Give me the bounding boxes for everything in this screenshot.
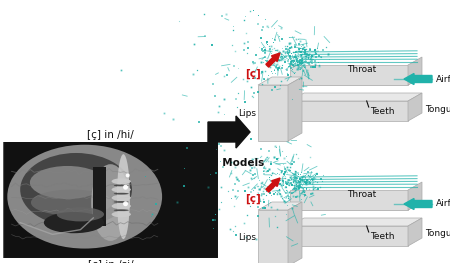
Polygon shape <box>290 226 408 246</box>
Text: Lips: Lips <box>238 109 256 118</box>
Ellipse shape <box>30 166 105 199</box>
Ellipse shape <box>112 195 131 201</box>
Bar <box>3 140 218 258</box>
Ellipse shape <box>57 77 104 92</box>
Polygon shape <box>290 77 422 85</box>
Ellipse shape <box>44 82 104 103</box>
Bar <box>3 10 218 128</box>
Bar <box>3 128 218 142</box>
Text: Oral Models: Oral Models <box>194 158 264 168</box>
Ellipse shape <box>114 71 129 73</box>
Text: [ç]: [ç] <box>246 194 261 204</box>
FancyArrow shape <box>266 178 280 192</box>
Ellipse shape <box>126 43 130 47</box>
Ellipse shape <box>114 54 129 56</box>
Ellipse shape <box>7 15 162 119</box>
Ellipse shape <box>112 65 131 71</box>
Polygon shape <box>290 65 408 85</box>
FancyArrow shape <box>208 116 250 148</box>
Ellipse shape <box>123 71 128 76</box>
Polygon shape <box>408 218 422 246</box>
Ellipse shape <box>30 36 105 69</box>
Polygon shape <box>288 77 302 141</box>
FancyArrow shape <box>404 73 432 84</box>
Polygon shape <box>290 101 408 121</box>
Ellipse shape <box>20 153 132 226</box>
Polygon shape <box>258 202 302 210</box>
Polygon shape <box>290 93 422 101</box>
Ellipse shape <box>114 201 129 203</box>
Polygon shape <box>288 202 302 263</box>
FancyArrow shape <box>266 53 280 67</box>
Polygon shape <box>290 218 422 226</box>
Ellipse shape <box>112 81 131 87</box>
Ellipse shape <box>114 209 129 211</box>
Ellipse shape <box>123 185 128 190</box>
Text: Throat: Throat <box>347 65 377 74</box>
Ellipse shape <box>114 193 129 195</box>
Text: Airflow: Airflow <box>436 74 450 83</box>
Text: Lips: Lips <box>238 234 256 242</box>
Bar <box>93 37 106 96</box>
Ellipse shape <box>112 178 131 184</box>
Ellipse shape <box>123 201 128 206</box>
Ellipse shape <box>112 48 131 54</box>
Text: Airflow: Airflow <box>436 200 450 209</box>
Ellipse shape <box>112 73 131 79</box>
Ellipse shape <box>114 79 129 81</box>
Bar <box>93 167 106 226</box>
Polygon shape <box>408 57 422 85</box>
Text: Throat: Throat <box>347 190 377 199</box>
Text: [ç]: [ç] <box>246 69 261 79</box>
Ellipse shape <box>114 185 129 186</box>
Ellipse shape <box>112 187 131 193</box>
Text: Teeth: Teeth <box>370 232 394 241</box>
Ellipse shape <box>91 34 130 111</box>
Ellipse shape <box>91 164 130 241</box>
Polygon shape <box>290 190 408 210</box>
Text: [ç] in /si/: [ç] in /si/ <box>88 260 133 263</box>
Ellipse shape <box>114 63 129 65</box>
Ellipse shape <box>57 207 104 221</box>
Ellipse shape <box>44 212 104 233</box>
Ellipse shape <box>112 57 131 63</box>
Ellipse shape <box>117 24 130 109</box>
Ellipse shape <box>20 23 132 96</box>
Bar <box>3 258 218 263</box>
Polygon shape <box>258 85 288 141</box>
Text: [ç] in /hi/: [ç] in /hi/ <box>87 130 134 140</box>
Ellipse shape <box>126 173 130 178</box>
Polygon shape <box>408 182 422 210</box>
Polygon shape <box>258 77 302 85</box>
Text: Tongue: Tongue <box>425 104 450 114</box>
Text: Tongue: Tongue <box>425 230 450 239</box>
Ellipse shape <box>31 59 112 85</box>
Ellipse shape <box>112 203 131 209</box>
Polygon shape <box>408 93 422 121</box>
Ellipse shape <box>117 154 130 239</box>
Text: Teeth: Teeth <box>370 107 394 116</box>
Ellipse shape <box>7 145 162 249</box>
Polygon shape <box>258 210 288 263</box>
Ellipse shape <box>123 55 128 60</box>
FancyArrow shape <box>404 199 432 210</box>
Ellipse shape <box>31 190 112 215</box>
Ellipse shape <box>112 211 131 217</box>
Polygon shape <box>290 202 422 210</box>
